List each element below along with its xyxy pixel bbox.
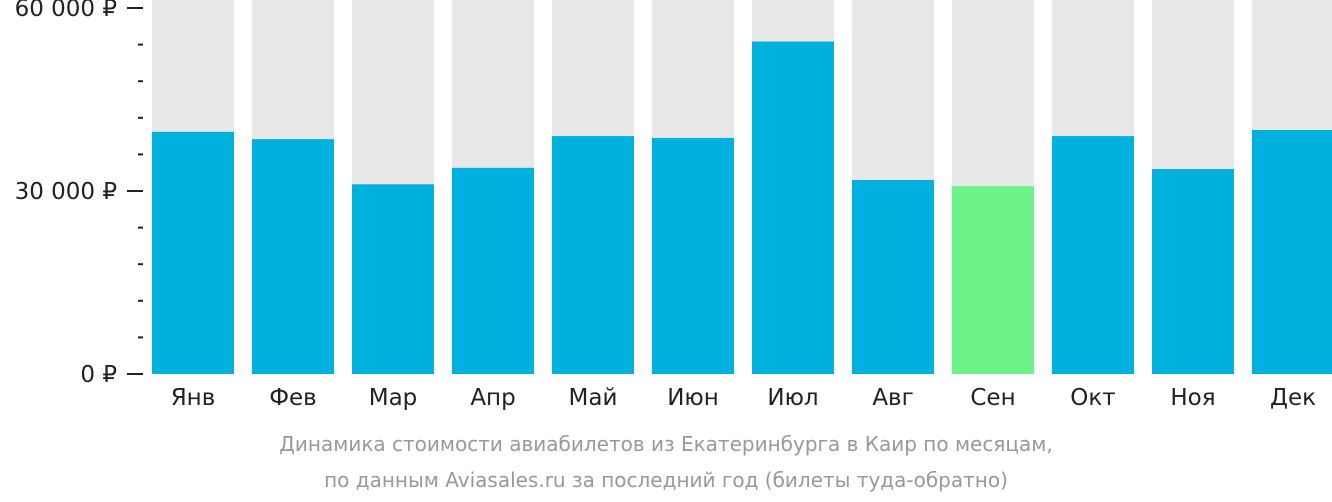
bar-12 xyxy=(1252,130,1332,374)
y-tick-label: 30 000 ₽ xyxy=(15,179,117,205)
y-tick-label: 60 000 ₽ xyxy=(15,0,117,22)
y-tick-label: 0 ₽ xyxy=(80,362,117,388)
bar-7 xyxy=(752,41,834,375)
x-tick-label: Май xyxy=(569,385,618,411)
bar-8 xyxy=(852,180,934,374)
bar-11 xyxy=(1152,169,1234,374)
bar-1 xyxy=(152,131,234,374)
x-tick-label: Янв xyxy=(171,385,216,411)
bar-4 xyxy=(452,167,534,374)
x-tick-label: Авг xyxy=(872,385,913,411)
x-tick-label: Окт xyxy=(1070,385,1115,411)
x-tick-label: Ноя xyxy=(1170,385,1215,411)
bar-2 xyxy=(252,139,334,374)
x-tick-label: Апр xyxy=(470,385,515,411)
bar-3 xyxy=(352,184,434,374)
chart-caption-line-1: Динамика стоимости авиабилетов из Екатер… xyxy=(279,432,1053,456)
bar-6 xyxy=(652,137,734,374)
x-tick-label: Фев xyxy=(269,385,317,411)
x-tick-label: Сен xyxy=(970,385,1015,411)
chart-caption-line-2: по данным Aviasales.ru за последний год … xyxy=(324,468,1008,492)
bar-10 xyxy=(1052,136,1134,374)
x-tick-label: Июл xyxy=(767,385,818,411)
x-tick-label: Дек xyxy=(1270,385,1316,411)
bar-9 xyxy=(952,186,1034,374)
x-tick-label: Июн xyxy=(667,385,719,411)
bar-5 xyxy=(552,136,634,374)
x-tick-label: Мар xyxy=(369,385,418,411)
